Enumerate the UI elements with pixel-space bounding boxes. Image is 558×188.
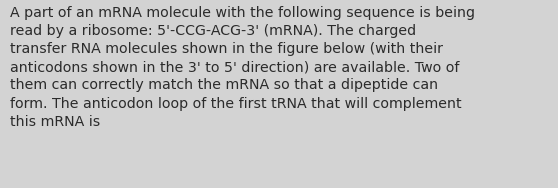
- Text: A part of an mRNA molecule with the following sequence is being
read by a riboso: A part of an mRNA molecule with the foll…: [10, 6, 475, 129]
